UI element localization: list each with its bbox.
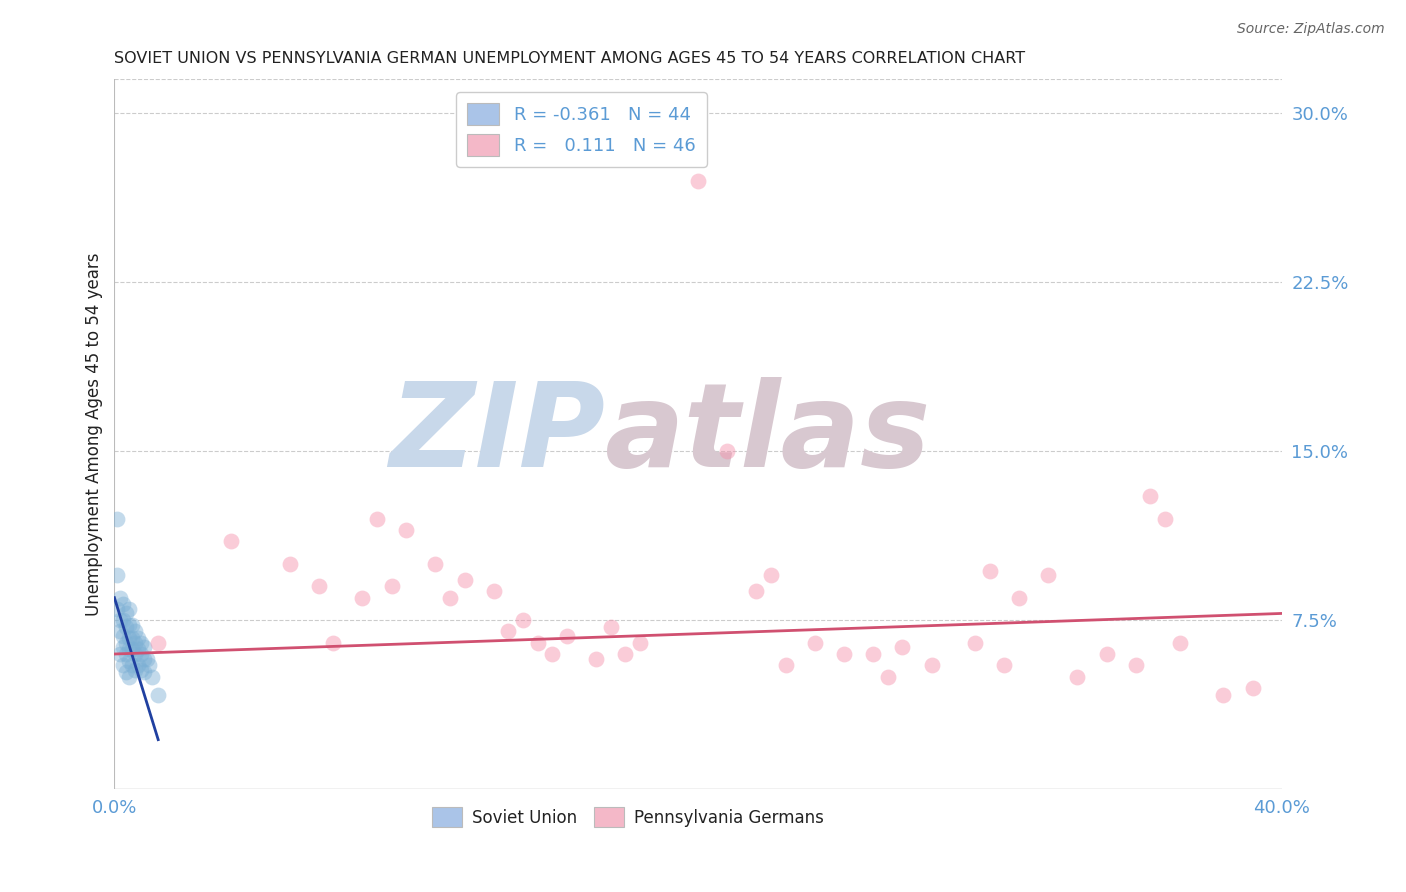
Point xyxy=(555,629,578,643)
Point xyxy=(112,658,135,673)
Point xyxy=(112,640,135,655)
Point xyxy=(1125,658,1147,673)
Point xyxy=(585,651,607,665)
Point xyxy=(118,602,141,616)
Point xyxy=(121,642,143,657)
Point xyxy=(115,636,138,650)
Point xyxy=(804,636,827,650)
Point xyxy=(498,624,520,639)
Point xyxy=(112,613,135,627)
Point xyxy=(526,636,548,650)
Point xyxy=(105,568,128,582)
Point xyxy=(132,651,155,665)
Point xyxy=(132,665,155,679)
Point xyxy=(1168,636,1191,650)
Point xyxy=(1139,489,1161,503)
Point xyxy=(541,647,564,661)
Point xyxy=(686,174,709,188)
Point xyxy=(112,629,135,643)
Point xyxy=(482,583,505,598)
Point xyxy=(832,647,855,661)
Point xyxy=(775,658,797,673)
Text: SOVIET UNION VS PENNSYLVANIA GERMAN UNEMPLOYMENT AMONG AGES 45 TO 54 YEARS CORRE: SOVIET UNION VS PENNSYLVANIA GERMAN UNEM… xyxy=(114,51,1025,66)
Point xyxy=(127,658,149,673)
Point xyxy=(745,583,768,598)
Point xyxy=(599,620,621,634)
Point xyxy=(118,632,141,646)
Point xyxy=(716,444,738,458)
Point xyxy=(921,658,943,673)
Point xyxy=(124,636,146,650)
Point xyxy=(425,557,447,571)
Point xyxy=(628,636,651,650)
Point xyxy=(124,663,146,677)
Point xyxy=(1212,688,1234,702)
Point xyxy=(965,636,987,650)
Point xyxy=(115,620,138,634)
Point xyxy=(366,512,388,526)
Point xyxy=(322,636,344,650)
Legend: Soviet Union, Pennsylvania Germans: Soviet Union, Pennsylvania Germans xyxy=(426,800,831,834)
Point xyxy=(308,579,330,593)
Point xyxy=(381,579,404,593)
Point xyxy=(614,647,637,661)
Point xyxy=(110,647,132,661)
Point xyxy=(105,602,128,616)
Point xyxy=(112,598,135,612)
Point xyxy=(121,617,143,632)
Point xyxy=(439,591,461,605)
Point xyxy=(118,617,141,632)
Point xyxy=(121,632,143,646)
Point xyxy=(862,647,884,661)
Point xyxy=(148,688,170,702)
Point xyxy=(124,647,146,661)
Point xyxy=(118,669,141,683)
Point xyxy=(110,613,132,627)
Point xyxy=(1008,591,1031,605)
Point xyxy=(110,591,132,605)
Point xyxy=(124,624,146,639)
Point xyxy=(1154,512,1177,526)
Point xyxy=(891,640,914,655)
Point xyxy=(129,663,152,677)
Point xyxy=(278,557,301,571)
Point xyxy=(129,636,152,650)
Point xyxy=(138,658,160,673)
Text: atlas: atlas xyxy=(605,376,931,491)
Point xyxy=(115,607,138,621)
Point xyxy=(876,669,898,683)
Point xyxy=(129,647,152,661)
Point xyxy=(993,658,1015,673)
Point xyxy=(1241,681,1264,695)
Point xyxy=(1066,669,1088,683)
Text: ZIP: ZIP xyxy=(388,376,605,491)
Point xyxy=(121,658,143,673)
Point xyxy=(453,573,475,587)
Point xyxy=(395,523,418,537)
Point xyxy=(759,568,782,582)
Point xyxy=(135,651,157,665)
Point xyxy=(141,669,163,683)
Point xyxy=(115,665,138,679)
Point xyxy=(1095,647,1118,661)
Point xyxy=(115,647,138,661)
Point xyxy=(127,632,149,646)
Point xyxy=(148,636,170,650)
Text: Source: ZipAtlas.com: Source: ZipAtlas.com xyxy=(1237,22,1385,37)
Point xyxy=(979,564,1001,578)
Point xyxy=(127,642,149,657)
Point xyxy=(105,512,128,526)
Point xyxy=(1038,568,1060,582)
Point xyxy=(132,640,155,655)
Point xyxy=(118,654,141,668)
Point xyxy=(118,642,141,657)
Point xyxy=(352,591,374,605)
Point xyxy=(219,534,242,549)
Point xyxy=(512,613,534,627)
Y-axis label: Unemployment Among Ages 45 to 54 years: Unemployment Among Ages 45 to 54 years xyxy=(86,252,103,616)
Point xyxy=(110,624,132,639)
